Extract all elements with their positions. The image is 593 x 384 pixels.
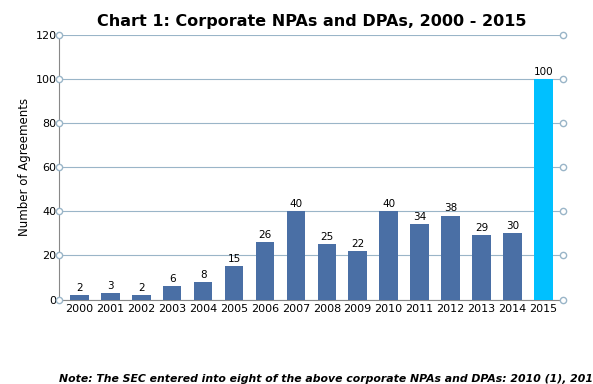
Text: 2: 2 [76, 283, 82, 293]
Text: 22: 22 [351, 239, 364, 249]
Bar [441, 216, 460, 300]
Text: 100: 100 [534, 66, 553, 76]
Text: 40: 40 [289, 199, 302, 209]
Text: 38: 38 [444, 204, 457, 214]
Text: 25: 25 [320, 232, 333, 242]
Bar [410, 224, 429, 300]
Bar [101, 293, 120, 300]
Text: 34: 34 [413, 212, 426, 222]
Title: Chart 1: Corporate NPAs and DPAs, 2000 - 2015: Chart 1: Corporate NPAs and DPAs, 2000 -… [97, 14, 526, 29]
Text: 26: 26 [259, 230, 272, 240]
Bar [503, 233, 522, 300]
Y-axis label: Number of Agreements: Number of Agreements [18, 98, 31, 236]
Bar [286, 211, 305, 300]
Text: Note: The SEC entered into eight of the above corporate NPAs and DPAs: 2010 (1),: Note: The SEC entered into eight of the … [59, 374, 593, 384]
Bar [132, 295, 151, 300]
Text: 15: 15 [227, 254, 241, 264]
Bar [534, 79, 553, 300]
Bar [70, 295, 89, 300]
Text: 40: 40 [382, 199, 395, 209]
Text: 3: 3 [107, 281, 114, 291]
Text: 8: 8 [200, 270, 206, 280]
Bar [472, 235, 490, 300]
Text: 6: 6 [169, 274, 176, 284]
Bar [349, 251, 367, 300]
Text: 29: 29 [475, 223, 488, 233]
Text: 2: 2 [138, 283, 145, 293]
Bar [225, 266, 243, 300]
Bar [317, 244, 336, 300]
Bar [163, 286, 181, 300]
Bar [194, 282, 212, 300]
Bar [256, 242, 274, 300]
Bar [380, 211, 398, 300]
Text: 30: 30 [506, 221, 519, 231]
